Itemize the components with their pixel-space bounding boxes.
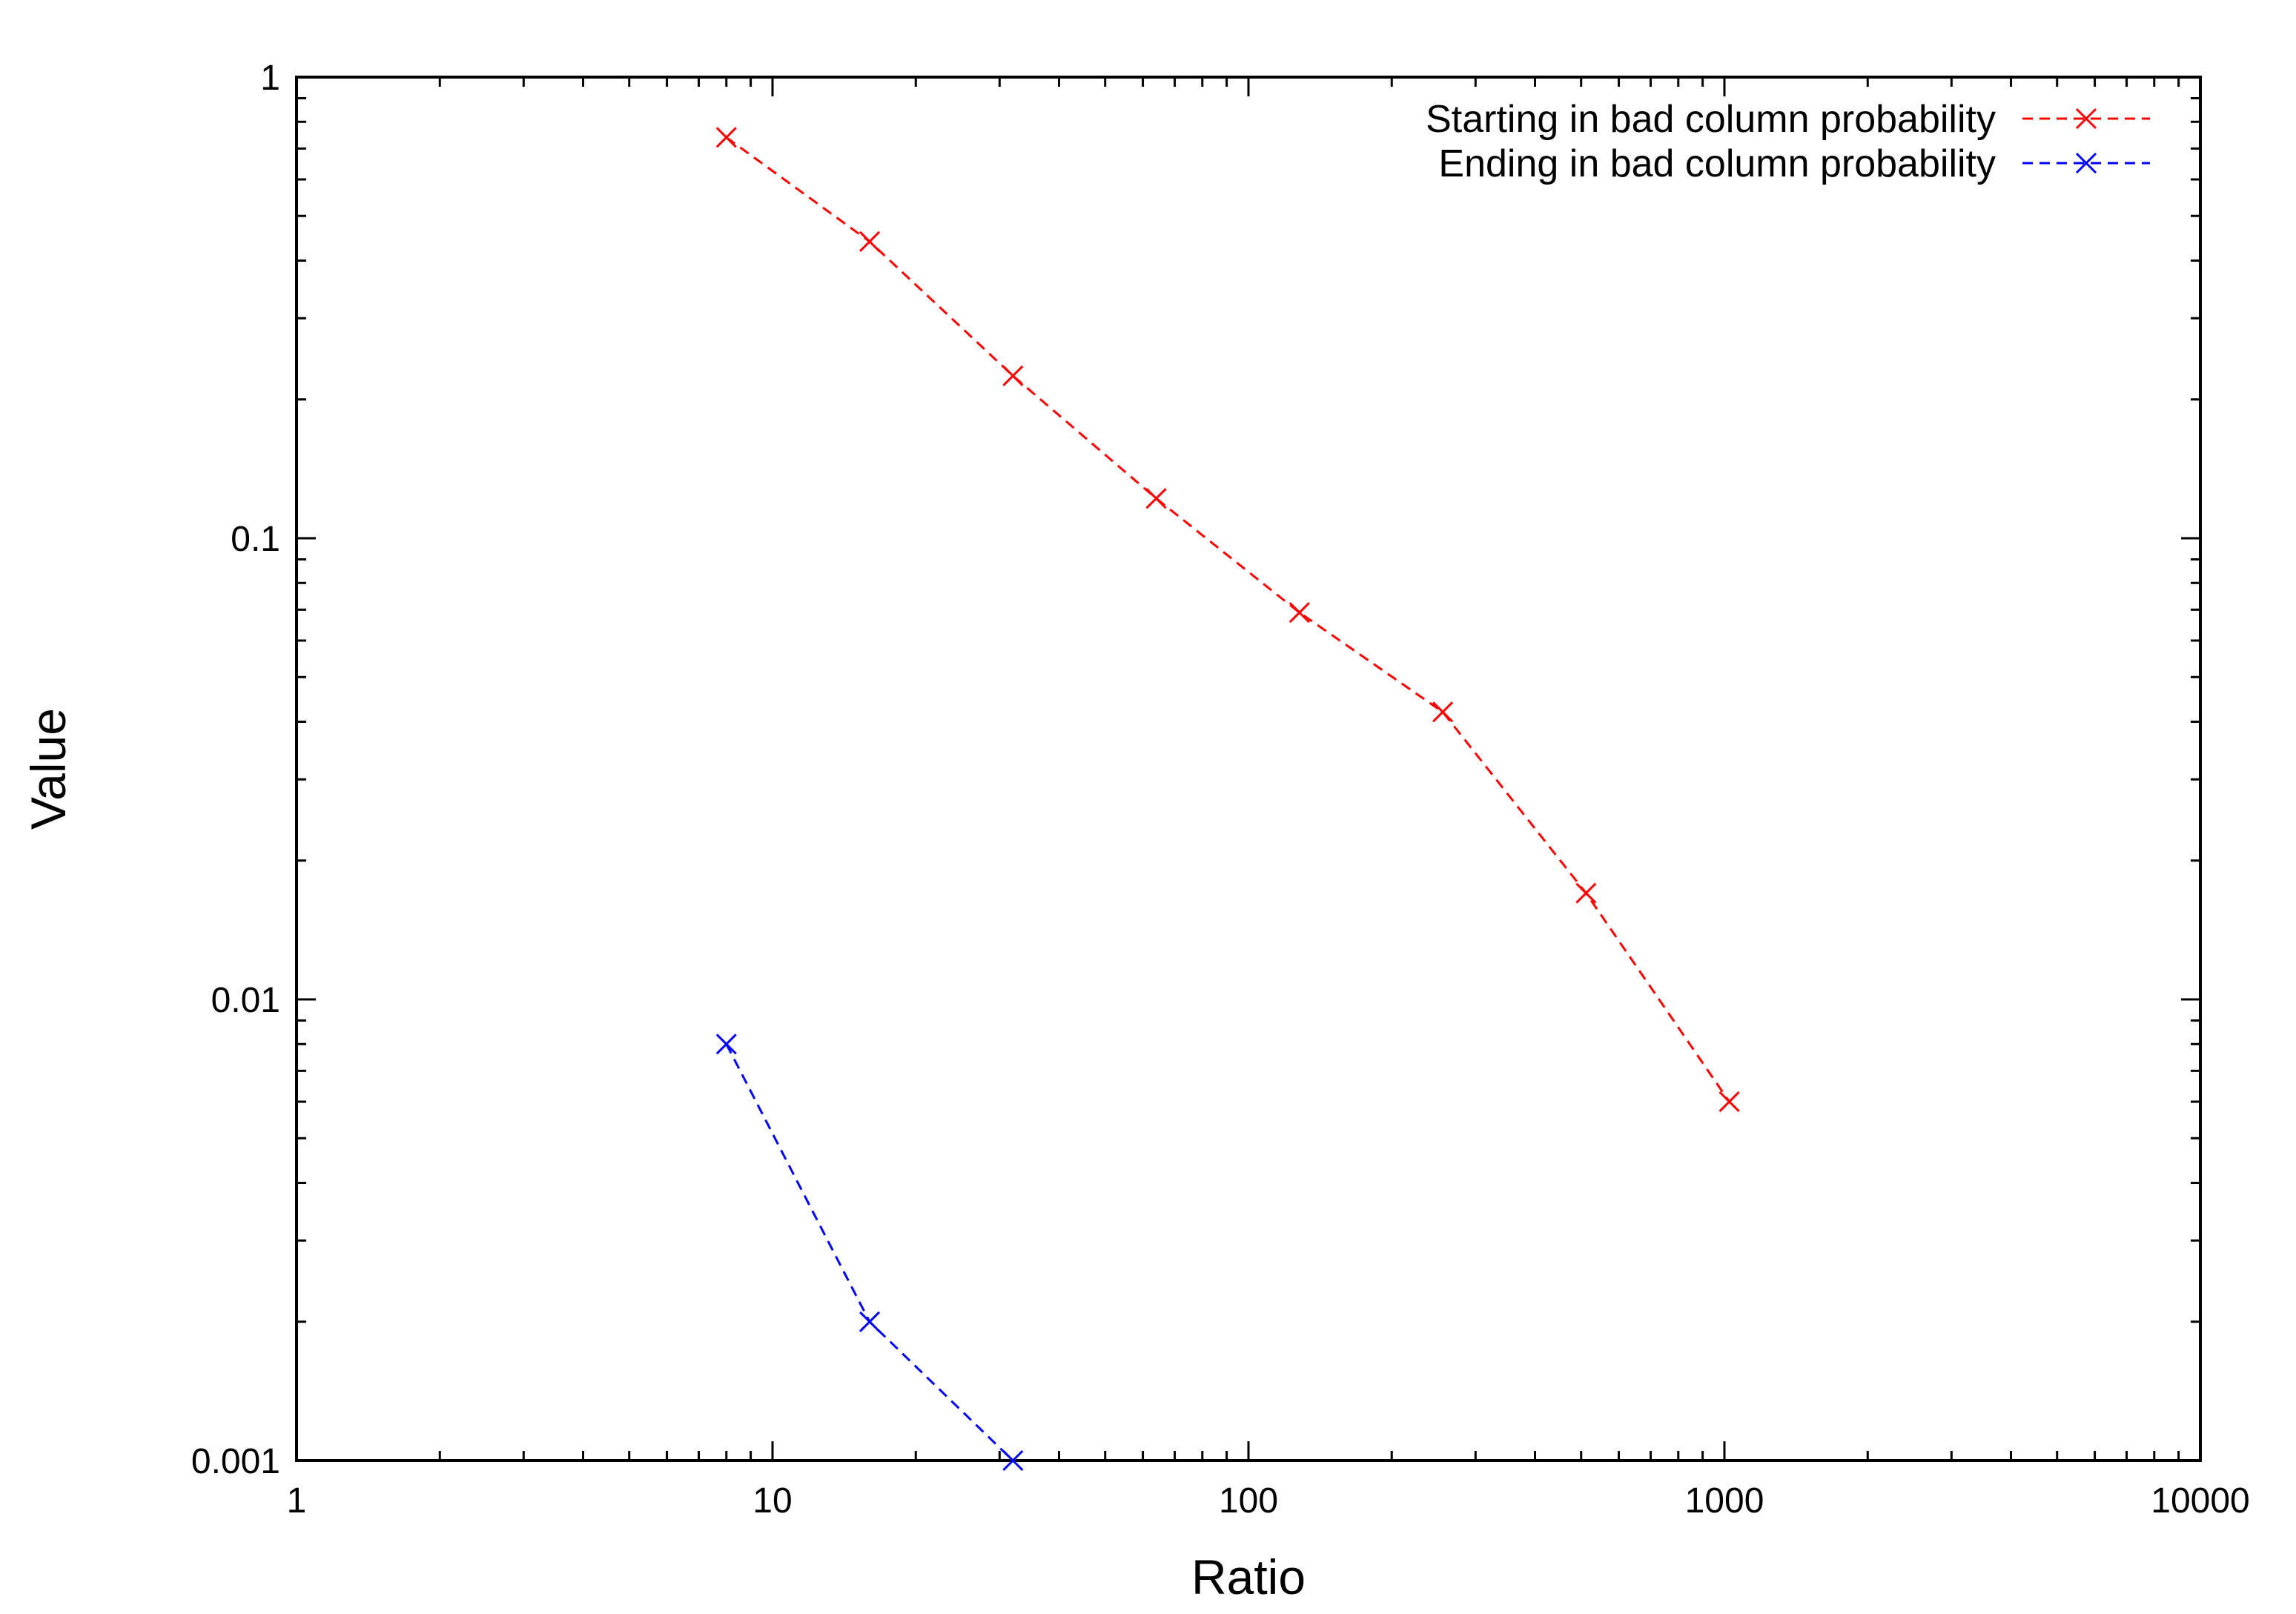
x-tick-label: 10000 bbox=[2151, 1481, 2249, 1521]
data-point-marker bbox=[858, 231, 881, 252]
data-point bbox=[1288, 602, 1310, 624]
data-point-marker bbox=[1432, 701, 1454, 723]
series-1 bbox=[715, 127, 1740, 1113]
major-ticks bbox=[295, 76, 2202, 1462]
series-2 bbox=[715, 1033, 1024, 1472]
data-point bbox=[1002, 365, 1024, 387]
legend-entry: Starting in bad column probability bbox=[1426, 98, 2150, 141]
x-tick-label: 10 bbox=[752, 1481, 792, 1521]
minor-ticks bbox=[297, 77, 2200, 1461]
data-point bbox=[858, 231, 881, 252]
data-point-marker bbox=[715, 1033, 737, 1055]
x-tick-label: 1000 bbox=[1685, 1481, 1764, 1521]
data-point-marker bbox=[1002, 365, 1024, 387]
data-point-marker bbox=[1575, 882, 1597, 904]
data-point bbox=[715, 127, 737, 148]
legend-entry: Ending in bad column probability bbox=[1438, 142, 2150, 185]
data-point bbox=[715, 1033, 737, 1055]
data-point bbox=[1002, 1449, 1024, 1472]
series-line bbox=[725, 1043, 1014, 1462]
data-point bbox=[1718, 1091, 1740, 1113]
y-tick-label: 0.1 bbox=[231, 520, 280, 559]
data-point bbox=[1432, 701, 1454, 723]
legend-marker bbox=[2075, 108, 2097, 130]
data-point-marker bbox=[1718, 1091, 1740, 1113]
x-tick-labels: 1 10 100 1000 10000 bbox=[287, 1481, 2250, 1521]
legend-label: Ending in bad column probability bbox=[1438, 142, 1996, 185]
data-point bbox=[1145, 488, 1167, 509]
data-point-marker bbox=[858, 1311, 881, 1332]
series-line bbox=[725, 136, 1730, 1102]
y-tick-label: 0.01 bbox=[211, 981, 280, 1020]
y-tick-labels: 0.001 0.01 0.1 1 bbox=[191, 59, 280, 1481]
y-tick-label: 0.001 bbox=[191, 1442, 280, 1481]
x-tick-label: 1 bbox=[287, 1481, 307, 1521]
plot-area-frame bbox=[295, 76, 2202, 1462]
data-point bbox=[1575, 882, 1597, 904]
data-point-marker bbox=[1288, 602, 1310, 624]
legend: Starting in bad column probabilityEnding… bbox=[1426, 98, 2150, 185]
data-point-marker bbox=[715, 127, 737, 148]
x-axis-label: Ratio bbox=[1191, 1549, 1306, 1604]
legend-marker bbox=[2075, 152, 2097, 174]
data-point bbox=[858, 1311, 881, 1332]
y-tick-label: 1 bbox=[260, 59, 280, 98]
x-tick-label: 100 bbox=[1219, 1481, 1278, 1521]
series-layer bbox=[715, 127, 1740, 1472]
data-point-marker bbox=[1002, 1449, 1024, 1472]
y-axis-label: Value bbox=[21, 708, 76, 830]
legend-label: Starting in bad column probability bbox=[1426, 98, 1996, 141]
data-point-marker bbox=[1145, 488, 1167, 509]
